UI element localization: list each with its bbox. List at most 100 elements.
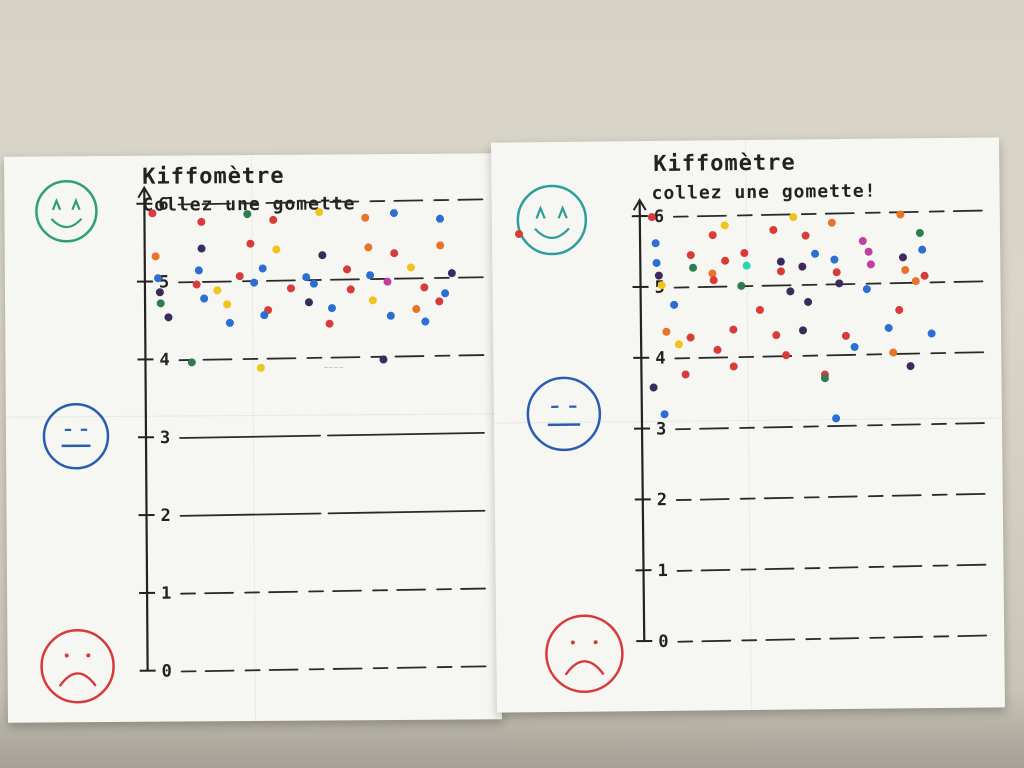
sticker-dot xyxy=(441,289,450,298)
sticker-dot xyxy=(361,213,370,222)
sticker-dot xyxy=(269,215,278,224)
face-neutral-icon-outline xyxy=(526,376,602,452)
left-poster-chart: Kiffomètre Collez une gomette 0 1 2 3 4 5 6 ~~~~ xyxy=(35,164,487,704)
sticker-dot xyxy=(302,273,311,282)
sticker-dot xyxy=(647,213,656,222)
sticker-dot xyxy=(246,239,255,248)
scale-line-0 xyxy=(677,634,990,643)
face-happy-icon-eye-right xyxy=(557,205,568,219)
sticker-dot xyxy=(343,265,352,274)
sticker-dot xyxy=(156,299,165,308)
sticker-dot xyxy=(686,251,695,260)
sticker-dot xyxy=(720,221,729,230)
sticker-dot xyxy=(737,281,746,290)
sticker-dot xyxy=(250,278,259,287)
sticker-dot xyxy=(304,298,313,307)
sticker-dot xyxy=(884,323,893,332)
sticker-dot xyxy=(192,280,201,289)
face-happy-icon-mouth xyxy=(50,217,83,229)
sticker-dot xyxy=(223,300,232,309)
sticker-dot xyxy=(742,261,751,270)
sticker-dot xyxy=(379,355,388,364)
sticker-dot xyxy=(235,272,244,281)
sticker-dot xyxy=(896,210,905,219)
scale-axis xyxy=(143,189,149,671)
face-sad-icon-eye-left xyxy=(570,640,575,645)
sticker-dot xyxy=(708,231,717,240)
sticker-dot xyxy=(421,317,430,326)
scale-label-3: 3 xyxy=(656,419,667,439)
face-happy-icon-mouth xyxy=(534,227,570,239)
scale-label-4: 4 xyxy=(159,350,170,370)
sticker-dot xyxy=(153,274,162,283)
scale-line-4 xyxy=(178,354,485,362)
sticker-dot xyxy=(164,313,173,322)
scale-line-1 xyxy=(180,587,486,595)
sticker-dot xyxy=(368,296,377,305)
face-happy-icon xyxy=(516,184,588,256)
sticker-dot xyxy=(898,253,907,262)
sticker-dot xyxy=(315,208,324,217)
sticker-dot xyxy=(327,304,336,313)
scale-line-5 xyxy=(673,280,986,289)
sticker-dot xyxy=(918,245,927,254)
sticker-dot xyxy=(660,410,669,419)
sticker-dot xyxy=(789,213,798,222)
sticker-dot xyxy=(729,325,738,334)
sticker-dot xyxy=(782,351,791,360)
sticker-dot xyxy=(850,342,859,351)
face-sad-icon-eye-right xyxy=(86,653,91,658)
sticker-dot xyxy=(197,244,206,253)
sticker-dot xyxy=(225,318,234,327)
sticker-dot xyxy=(662,327,671,336)
scale-label-6: 6 xyxy=(654,207,665,227)
scale-label-0: 0 xyxy=(658,632,669,652)
face-sad-icon xyxy=(40,628,115,704)
scale-line-2 xyxy=(675,492,988,501)
sticker-dot xyxy=(895,305,904,314)
sticker-dot xyxy=(194,266,203,275)
face-happy-icon-eye-right xyxy=(71,197,81,211)
sticker-dot xyxy=(435,214,444,223)
sticker-dot xyxy=(811,249,820,258)
sticker-dot xyxy=(911,277,920,286)
sticker-dot xyxy=(649,383,658,392)
sticker-dot xyxy=(740,249,749,258)
sticker-dot xyxy=(148,209,157,218)
sticker-dot xyxy=(864,247,873,256)
sticker-dot xyxy=(827,218,836,227)
scale-axis-arrow xyxy=(632,198,647,211)
sticker-dot xyxy=(674,340,683,349)
sticker-dot xyxy=(256,363,265,372)
scale-line-1 xyxy=(676,563,989,572)
sticker-dot xyxy=(708,269,717,278)
sticker-dot xyxy=(729,362,738,371)
scale-label-2: 2 xyxy=(657,490,668,510)
face-happy-icon xyxy=(35,180,98,243)
face-sad-icon-mouth xyxy=(58,672,97,687)
scale-line-2 xyxy=(179,509,486,517)
sticker-dot xyxy=(272,245,281,254)
sticker-dot xyxy=(866,260,875,269)
sticker-dot xyxy=(841,331,850,340)
sticker-dot xyxy=(915,228,924,237)
scale-label-1: 1 xyxy=(161,584,172,604)
sticker-dot xyxy=(436,241,445,250)
sticker-dot xyxy=(406,263,415,272)
sticker-dot xyxy=(383,277,392,286)
scale-label-3: 3 xyxy=(160,428,171,448)
scribble-note: ~~~~ xyxy=(323,364,343,371)
sticker-dot xyxy=(364,243,373,252)
face-neutral-icon xyxy=(526,376,602,452)
left-poster: Kiffomètre Collez une gomette 0 1 2 3 4 5 6 ~~~~ xyxy=(4,153,502,723)
face-sad-icon xyxy=(545,614,624,693)
face-sad-icon-outline xyxy=(545,614,624,693)
sticker-dot xyxy=(721,256,730,265)
scale-axis xyxy=(638,202,646,642)
scale-line-3 xyxy=(675,422,987,431)
sticker-dot xyxy=(901,266,910,275)
sticker-dot xyxy=(830,255,839,264)
sticker-dot xyxy=(260,311,269,320)
sticker-dot xyxy=(390,249,399,258)
